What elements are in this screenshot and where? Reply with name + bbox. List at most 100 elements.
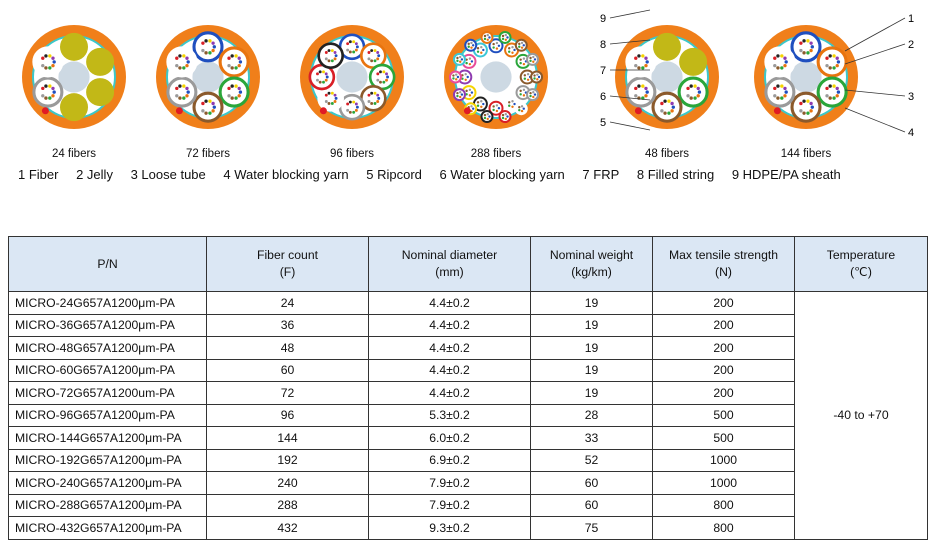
fiber bbox=[464, 78, 467, 81]
fiber bbox=[632, 60, 637, 64]
fiber bbox=[333, 100, 337, 103]
fiber bbox=[693, 84, 697, 88]
fiber bbox=[376, 100, 380, 103]
fiber bbox=[51, 56, 55, 60]
fiber bbox=[529, 94, 532, 98]
legend-item: 8 Filled string bbox=[636, 167, 715, 182]
fiber bbox=[835, 56, 839, 60]
fiber bbox=[486, 112, 489, 116]
fiber bbox=[783, 56, 787, 60]
cable-cross-sections: 9 8 7 6 5 1 2 3 4 24 fibers 72 fibers 96 fibers 288… bbox=[0, 0, 936, 200]
fiber bbox=[470, 60, 474, 63]
cell-pn: MICRO-24G657A1200μm-PA bbox=[8, 291, 207, 315]
fiber bbox=[375, 75, 379, 79]
fiber bbox=[51, 63, 55, 68]
fiber bbox=[467, 42, 470, 46]
fiber bbox=[501, 37, 505, 41]
fiber bbox=[324, 51, 328, 54]
table-row: MICRO-144G657A1200μm-PA 144 6.0±0.2 33 500 bbox=[8, 426, 928, 450]
fiber bbox=[520, 109, 524, 113]
fiber bbox=[211, 48, 215, 53]
fiber bbox=[686, 94, 690, 98]
fiber bbox=[501, 34, 505, 38]
cell-pn: MICRO-288G657A1200μm-PA bbox=[8, 493, 207, 517]
fiber bbox=[315, 75, 318, 79]
filled-string bbox=[679, 47, 708, 76]
callout-line bbox=[609, 121, 651, 131]
loose-tube bbox=[625, 46, 657, 78]
fiber bbox=[802, 111, 806, 115]
fiber bbox=[178, 54, 182, 58]
fiber bbox=[483, 113, 487, 117]
fiber bbox=[832, 84, 836, 88]
loose-tube bbox=[192, 31, 224, 63]
fiber bbox=[508, 47, 511, 50]
fiber bbox=[696, 86, 700, 91]
loose-tube bbox=[526, 88, 540, 102]
fiber bbox=[483, 37, 487, 41]
fiber bbox=[41, 86, 45, 91]
table-row: MICRO-36G657A1200μm-PA 36 4.4±0.2 19 200 bbox=[8, 313, 928, 337]
fiber bbox=[182, 54, 186, 58]
loose-tube bbox=[764, 46, 796, 78]
cell-weight: 19 bbox=[530, 381, 653, 405]
callout-number: 9 bbox=[600, 13, 606, 25]
fiber bbox=[175, 56, 179, 60]
fiber bbox=[522, 94, 526, 97]
fiber bbox=[529, 91, 532, 95]
fiber bbox=[780, 54, 784, 58]
fiber bbox=[323, 96, 327, 100]
fiber bbox=[519, 89, 522, 93]
fiber bbox=[330, 49, 334, 52]
header-nominal-weight: Nominal weight (kg/km) bbox=[530, 236, 653, 292]
fiber bbox=[533, 77, 536, 80]
fiber bbox=[460, 58, 464, 61]
loose-tube bbox=[452, 52, 466, 66]
cell-weight: 52 bbox=[530, 448, 653, 472]
fiber bbox=[373, 59, 377, 63]
fiber bbox=[323, 54, 327, 58]
fiber bbox=[52, 90, 56, 94]
fiber bbox=[385, 72, 388, 76]
fiber bbox=[186, 60, 190, 64]
fiber bbox=[460, 93, 464, 96]
fiber bbox=[204, 51, 208, 55]
fiber bbox=[470, 41, 473, 45]
legend-item: 5 Ripcord bbox=[366, 167, 422, 182]
cell-pn: MICRO-240G657A1200μm-PA bbox=[8, 471, 207, 495]
fiber bbox=[185, 94, 189, 98]
cell-tensile: 200 bbox=[652, 358, 795, 382]
fiber bbox=[379, 70, 382, 74]
table-row: MICRO-60G657A1200μm-PA 60 4.4±0.2 19 200 bbox=[8, 358, 928, 382]
fiber bbox=[783, 63, 787, 68]
fiber bbox=[799, 48, 803, 53]
fiber bbox=[318, 70, 322, 74]
fiber bbox=[660, 109, 664, 113]
callout-line bbox=[844, 107, 906, 133]
fiber bbox=[352, 50, 356, 54]
fiber bbox=[773, 94, 777, 98]
loose-tube bbox=[480, 30, 494, 44]
fiber bbox=[835, 94, 839, 98]
loose-tube bbox=[452, 88, 466, 102]
loose-tube bbox=[526, 52, 540, 66]
fiber bbox=[689, 84, 693, 88]
fiber bbox=[518, 106, 521, 109]
fiber bbox=[226, 60, 230, 64]
fiber bbox=[352, 110, 356, 114]
fiber bbox=[520, 105, 524, 108]
fiber bbox=[367, 57, 371, 61]
fiber bbox=[51, 94, 55, 98]
fiber bbox=[480, 45, 483, 49]
fiber bbox=[373, 49, 377, 52]
loose-tube bbox=[790, 31, 822, 63]
fiber bbox=[798, 45, 802, 49]
frp-strength-member bbox=[58, 61, 90, 93]
loose-tube bbox=[166, 46, 198, 78]
fiber bbox=[48, 66, 52, 70]
loose-tube bbox=[218, 46, 250, 78]
fiber bbox=[518, 45, 521, 48]
fiber bbox=[693, 96, 697, 100]
fiber bbox=[44, 84, 48, 88]
fiber bbox=[208, 99, 212, 103]
